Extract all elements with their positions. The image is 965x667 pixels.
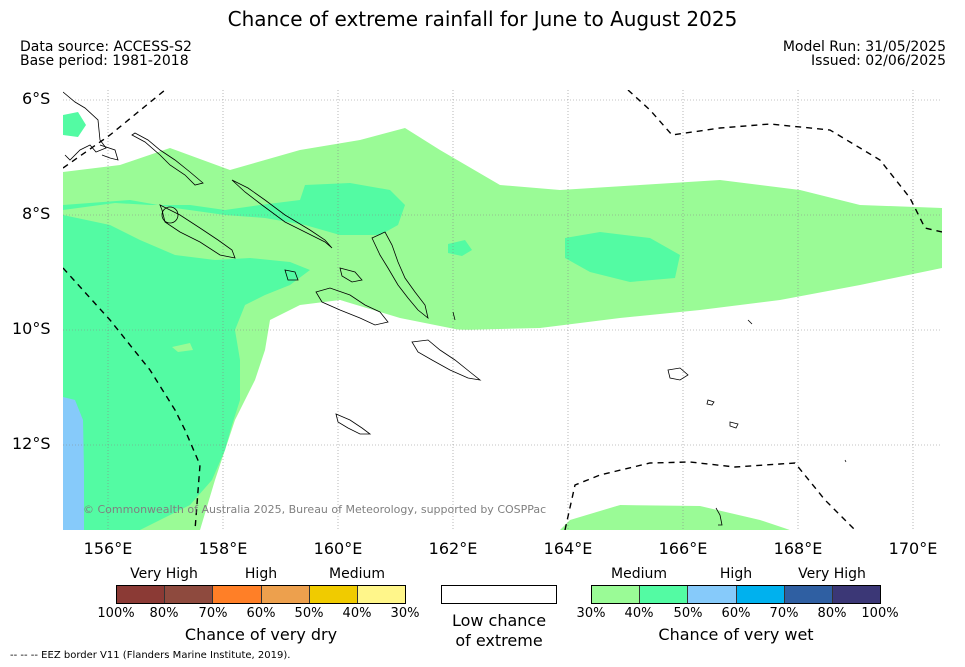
wet-high-patch-small: [448, 240, 472, 256]
lon-label-156e: 156°E: [83, 539, 133, 558]
wet-high-patch-nw: [63, 112, 86, 137]
dry-swatch-0: [117, 586, 166, 603]
dry-tick: 100%: [97, 606, 135, 621]
dry-swatch-4: [309, 586, 358, 603]
wet-high-patch-east: [565, 232, 680, 282]
lon-label-170e: 170°E: [888, 539, 938, 558]
lat-label-8s: 8°S: [22, 204, 51, 223]
low-chance-label: Low chance of extreme: [429, 611, 569, 651]
eez-footer-note: -- -- -- EEZ border V11 (Flanders Marine…: [10, 650, 291, 661]
wet-tick: 50%: [673, 606, 703, 621]
wet-tick: 70%: [769, 606, 799, 621]
wet-swatch-0: [592, 586, 641, 603]
model-run: Model Run: 31/05/2025: [782, 39, 946, 55]
lat-label-12s: 12°S: [12, 434, 51, 453]
wet-legend-title: Chance of very wet: [658, 625, 814, 644]
dry-tick: 80%: [149, 606, 179, 621]
low-chance-region: [298, 270, 942, 530]
dry-swatch-1: [165, 586, 214, 603]
wet-medium-region-south: [560, 505, 790, 530]
issued-date: Issued: 02/06/2025: [811, 53, 946, 69]
wet-high-region: [63, 183, 405, 530]
gridlines: [63, 90, 942, 530]
dry-tick: 40%: [342, 606, 372, 621]
dry-tick: 30%: [390, 606, 420, 621]
low-chance-line2: of extreme: [455, 631, 543, 650]
eez-borders: [63, 90, 942, 530]
base-period: Base period: 1981-2018: [20, 53, 189, 69]
dry-tick: 60%: [246, 606, 276, 621]
islands: [63, 91, 847, 526]
wet-tick: 60%: [721, 606, 751, 621]
dry-tick: 50%: [294, 606, 324, 621]
lon-label-162e: 162°E: [428, 539, 478, 558]
low-chance-line1: Low chance: [451, 611, 547, 630]
wet-tick: 30%: [576, 606, 606, 621]
dry-swatch-3: [261, 586, 310, 603]
wet-swatch-4: [784, 586, 833, 603]
wet-tick: 100%: [861, 606, 899, 621]
dry-swatch-5: [357, 586, 406, 603]
dry-category-very-high: Very High: [130, 566, 198, 582]
chart-title: Chance of extreme rainfall for June to A…: [227, 7, 738, 31]
copyright-notice: © Commonwealth of Australia 2025, Bureau…: [83, 503, 547, 516]
dry-tick: 70%: [198, 606, 228, 621]
dry-colorbar: [116, 585, 406, 604]
lat-label-10s: 10°S: [12, 319, 51, 338]
wet-colorbar: [591, 585, 881, 604]
wet-medium-region: [63, 128, 942, 530]
wet-medium-patch: [172, 343, 193, 352]
wet-swatch-5: [832, 586, 881, 603]
data-source: Data source: ACCESS-S2: [20, 39, 192, 55]
low-chance-swatch: [441, 585, 557, 604]
dry-swatch-2: [213, 586, 262, 603]
dry-legend-title: Chance of very dry: [184, 625, 338, 644]
lon-label-164e: 164°E: [543, 539, 593, 558]
wet-category-high: High: [719, 566, 753, 582]
wet-swatch-3: [736, 586, 785, 603]
wet-swatch-1: [640, 586, 689, 603]
wet-swatch-2: [688, 586, 737, 603]
dry-category-high: High: [244, 566, 278, 582]
lon-label-168e: 168°E: [773, 539, 823, 558]
lon-label-160e: 160°E: [313, 539, 363, 558]
lat-label-6s: 6°S: [22, 89, 51, 108]
dry-category-medium: Medium: [329, 566, 385, 582]
wet-tick: 40%: [624, 606, 654, 621]
lon-label-158e: 158°E: [198, 539, 248, 558]
wet-category-very-high: Very High: [798, 566, 866, 582]
lon-label-166e: 166°E: [658, 539, 708, 558]
wet-60-region: [63, 397, 84, 530]
wet-tick: 80%: [817, 606, 847, 621]
wet-category-medium: Medium: [611, 566, 667, 582]
